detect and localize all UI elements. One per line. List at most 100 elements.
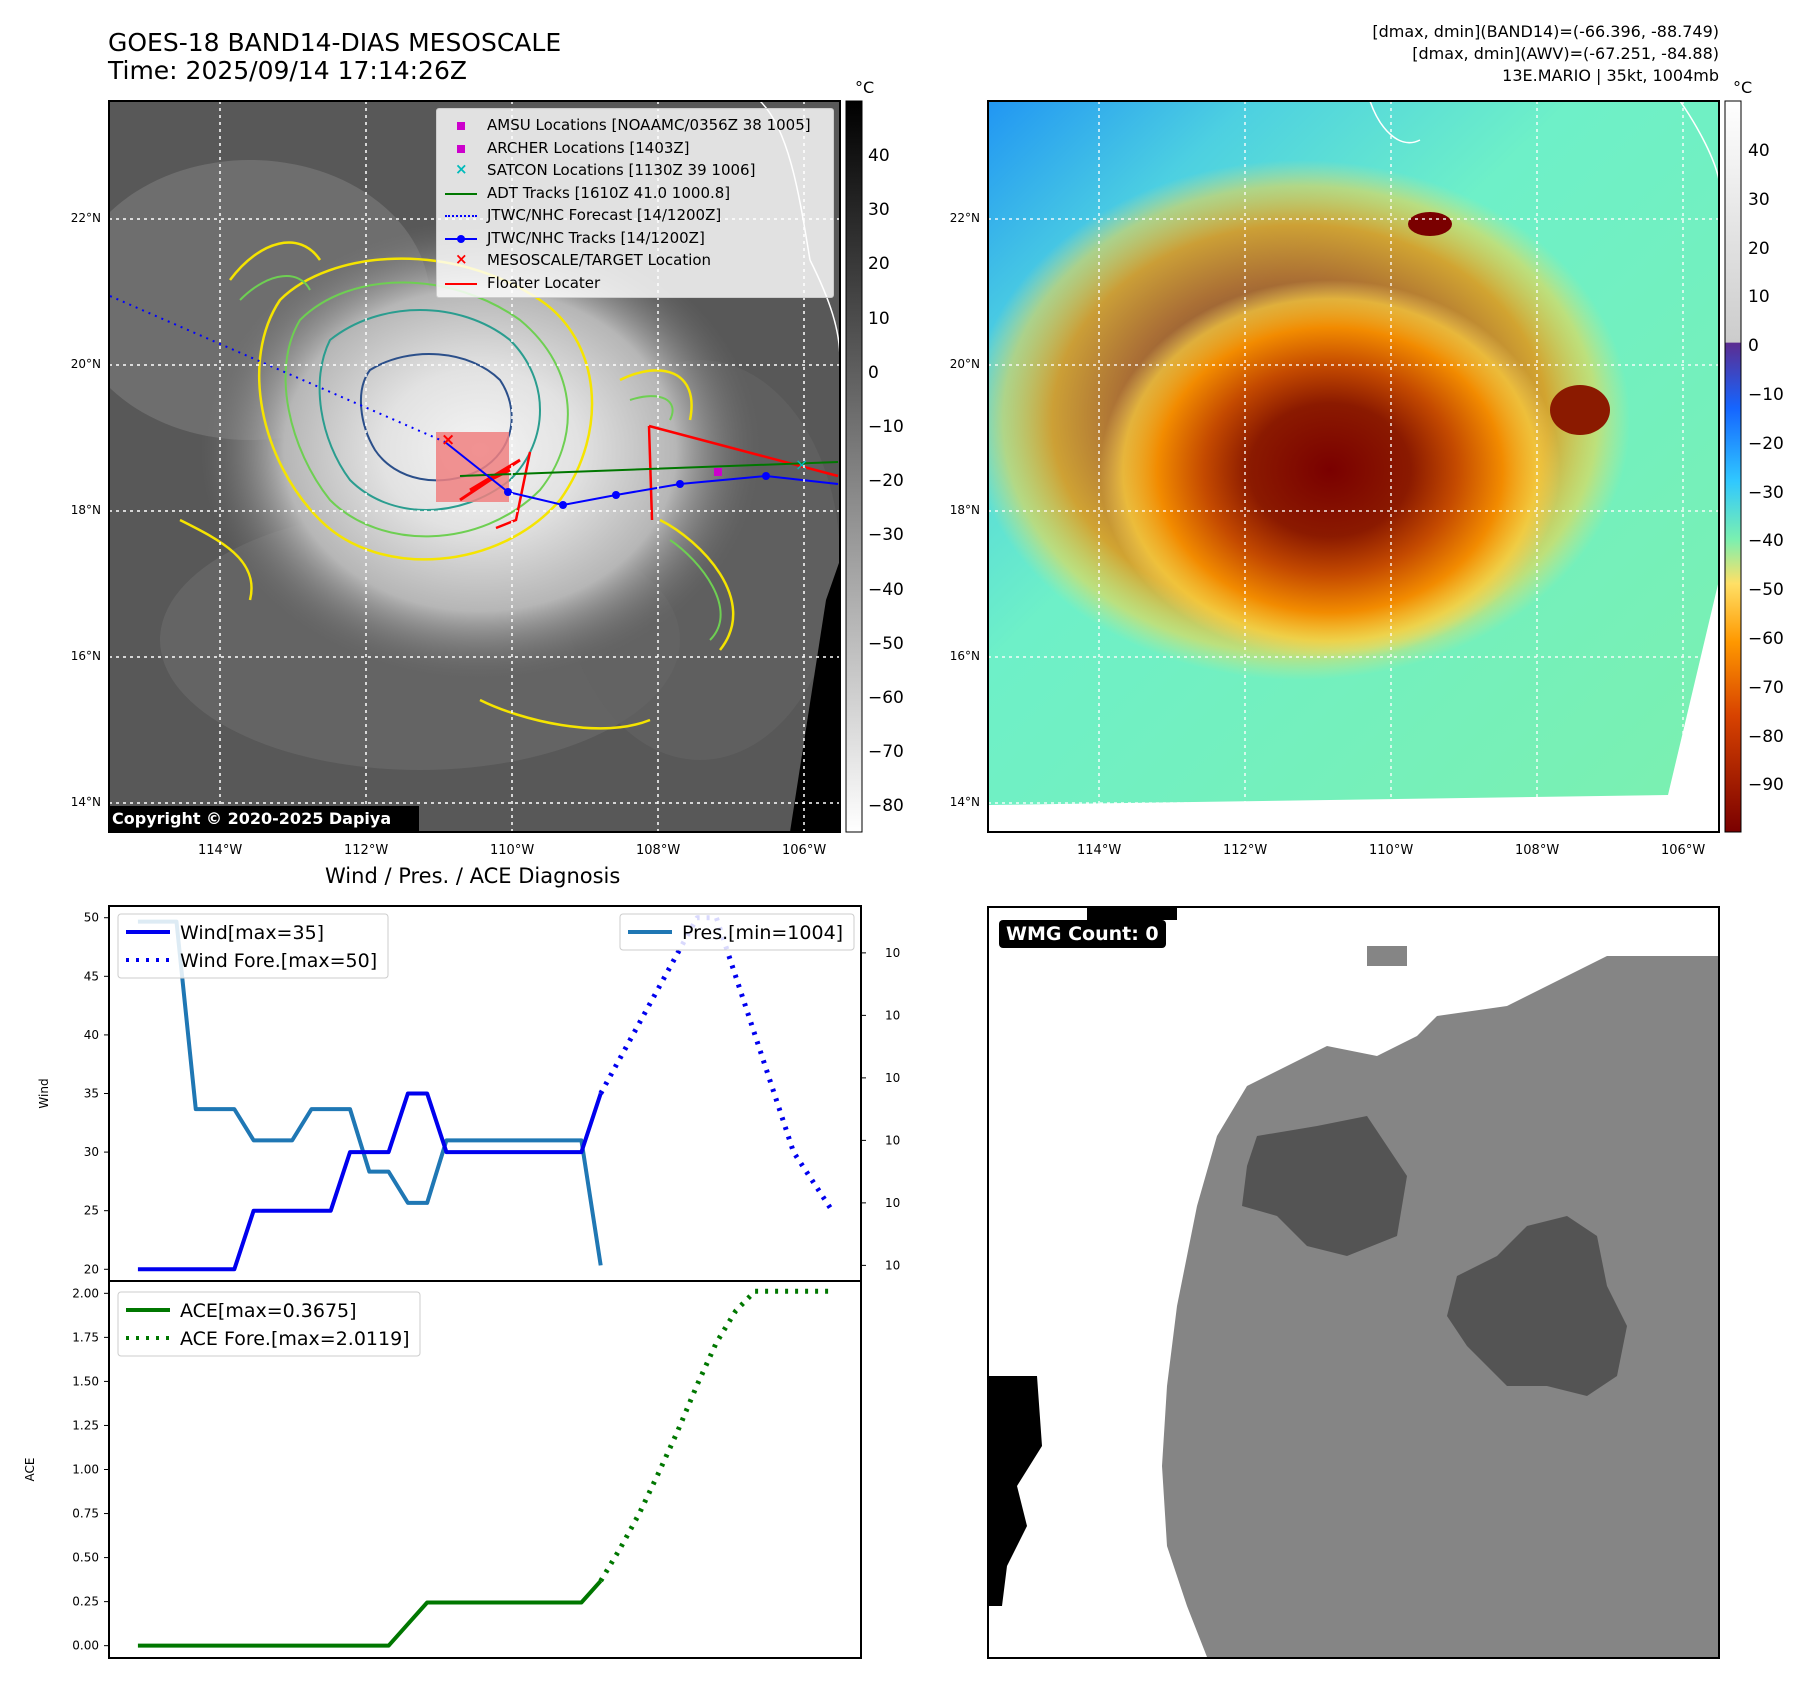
figure-time: Time: 2025/09/14 17:14:26Z [108, 56, 467, 85]
pressure-y-tick-label: 1004 [885, 1258, 900, 1272]
ir-legend-label: JTWC/NHC Tracks [14/1200Z] [487, 228, 705, 247]
lon-tick-label: 110°W [1369, 843, 1414, 858]
copyright-text: Copyright © 2020-2025 Dapiya [112, 809, 392, 828]
lat-tick-label: 18°N [70, 503, 101, 517]
ace-y-tick-label: 1.75 [72, 1330, 99, 1344]
colorbar-tick-label: −80 [868, 796, 904, 817]
awv-frame [987, 100, 1720, 833]
wind-y-tick-label: 20 [84, 1262, 99, 1276]
wind-forecast-line [598, 915, 835, 1213]
chart-legend-label: ACE[max=0.3675] [180, 1300, 357, 1322]
lon-tick-label: 112°W [344, 843, 389, 858]
wmg-region-black [988, 1376, 1042, 1606]
lat-tick-label: 20°N [949, 357, 980, 371]
colorbar-tick-label: −80 [1748, 726, 1784, 747]
legend-marker-icon [445, 118, 477, 134]
wmg-image-svg [987, 906, 1720, 1659]
wind-y-tick-label: 50 [84, 911, 99, 925]
lat-tick-label: 22°N [70, 211, 101, 225]
ir-legend-label: MESOSCALE/TARGET Location [487, 251, 712, 269]
pressure-y-tick-label: 1008 [885, 1133, 900, 1147]
awv-background [988, 101, 1719, 805]
awv-colorbar [1724, 100, 1742, 833]
ace-y-tick-label: 0.50 [72, 1551, 99, 1565]
legend-marker-icon [445, 208, 477, 224]
awv-colorbar-unit: °C [1733, 78, 1753, 97]
colorbar-tick-label: −50 [868, 633, 904, 654]
chart-legend-label: Wind[max=35] [180, 922, 324, 944]
colorbar-tick-label: 30 [868, 200, 890, 221]
ir-legend-item: JTWC/NHC Forecast [14/1200Z] [437, 206, 833, 226]
chart-legend-box [117, 1291, 421, 1357]
wind-y-tick-label: 45 [84, 969, 99, 983]
wmg-count-badge: WMG Count: 0 [999, 920, 1166, 948]
wind-y-tick-label: 30 [84, 1145, 99, 1159]
ace-y-tick-label: 2.00 [72, 1286, 99, 1300]
wind-axis-label: Wind [37, 1078, 51, 1108]
wind-y-tick-label: 25 [84, 1204, 99, 1218]
copyright-bg [109, 806, 419, 832]
colorbar-tick-label: 10 [1748, 287, 1770, 308]
storm-info-text: 13E.MARIO | 35kt, 1004mb [1502, 66, 1719, 85]
ir-legend-item: ARCHER Locations [1403Z] [437, 139, 833, 159]
awv-storm-core [1100, 280, 1560, 660]
colorbar-tick-label: −50 [1748, 580, 1784, 601]
ir-legend-label: SATCON Locations [1130Z 39 1006] [487, 161, 756, 179]
chart-legend-box [619, 913, 855, 951]
ir-legend-item: × MESOSCALE/TARGET Location [437, 250, 833, 271]
chart-legend-label: ACE Fore.[max=2.0119] [180, 1328, 410, 1350]
lon-tick-label: 106°W [1661, 843, 1706, 858]
lat-tick-label: 22°N [949, 211, 980, 225]
lon-tick-label: 110°W [490, 843, 535, 858]
ace-line [137, 1579, 603, 1648]
colorbar-tick-label: −10 [868, 417, 904, 437]
colorbar-tick-label: −70 [868, 742, 904, 763]
ir-legend-label: ARCHER Locations [1403Z] [487, 138, 690, 157]
wind-y-tick-label: 40 [84, 1028, 99, 1042]
pressure-y-tick-label: 1012 [885, 1008, 900, 1022]
colorbar-tick-label: −40 [1748, 531, 1784, 552]
legend-marker-icon: × [455, 160, 468, 178]
ir-legend-item: ADT Tracks [1610Z 41.0 1000.8] [437, 184, 833, 204]
colorbar-tick-label: −70 [1748, 677, 1784, 698]
lat-tick-label: 16°N [70, 649, 101, 663]
lat-tick-label: 20°N [70, 357, 101, 371]
lat-tick-label: 18°N [949, 503, 980, 517]
ace-forecast-line [598, 1288, 833, 1583]
diagnosis-title: Wind / Pres. / ACE Diagnosis [325, 864, 621, 888]
lat-tick-label: 16°N [949, 649, 980, 663]
ace-y-tick-label: 0.75 [72, 1507, 99, 1521]
colorbar-tick-label: −10 [1748, 385, 1784, 405]
pressure-y-tick-label: 1014 [885, 946, 900, 960]
chart-legend-label: Wind Fore.[max=50] [180, 950, 377, 972]
figure-title: GOES-18 BAND14-DIAS MESOSCALE [108, 28, 562, 57]
wmg-region-dark-2 [1447, 1216, 1627, 1396]
colorbar-tick-label: 10 [868, 308, 890, 329]
legend-marker-icon [445, 231, 477, 247]
wmg-panel [987, 906, 1720, 1659]
ir-legend-label: ADT Tracks [1610Z 41.0 1000.8] [487, 183, 731, 202]
ir-image-svg: × × [108, 100, 863, 833]
ir-legend-item: AMSU Locations [NOAAMC/0356Z 38 1005] [437, 116, 833, 136]
chart-legend-label: Pres.[min=1004] [682, 922, 843, 944]
colorbar-tick-label: 20 [868, 254, 890, 275]
colorbar-tick-label: −30 [868, 525, 904, 546]
dmax-band14-text: [dmax, dmin](BAND14)=(-66.396, -88.749) [1372, 22, 1719, 41]
wind-line [137, 1091, 603, 1272]
ace-y-tick-label: 1.50 [72, 1374, 99, 1388]
awv-gridlines [988, 101, 1719, 832]
pressure-y-tick-label: 1006 [885, 1196, 900, 1210]
ace-y-tick-label: 0.25 [72, 1595, 99, 1609]
ir-panel: × × [0, 0, 900, 880]
ir-legend-label: AMSU Locations [NOAAMC/0356Z 38 1005] [487, 116, 811, 134]
ir-legend-item: × SATCON Locations [1130Z 39 1006] [437, 160, 833, 181]
lon-tick-label: 108°W [1515, 843, 1560, 858]
ace-y-tick-label: 1.25 [72, 1418, 99, 1432]
colorbar-tick-label: −90 [1748, 775, 1784, 796]
wmg-frame [987, 906, 1720, 1659]
colorbar-tick-label: 0 [868, 362, 879, 383]
legend-marker-icon [445, 141, 477, 157]
colorbar-tick-label: 20 [1748, 238, 1770, 259]
